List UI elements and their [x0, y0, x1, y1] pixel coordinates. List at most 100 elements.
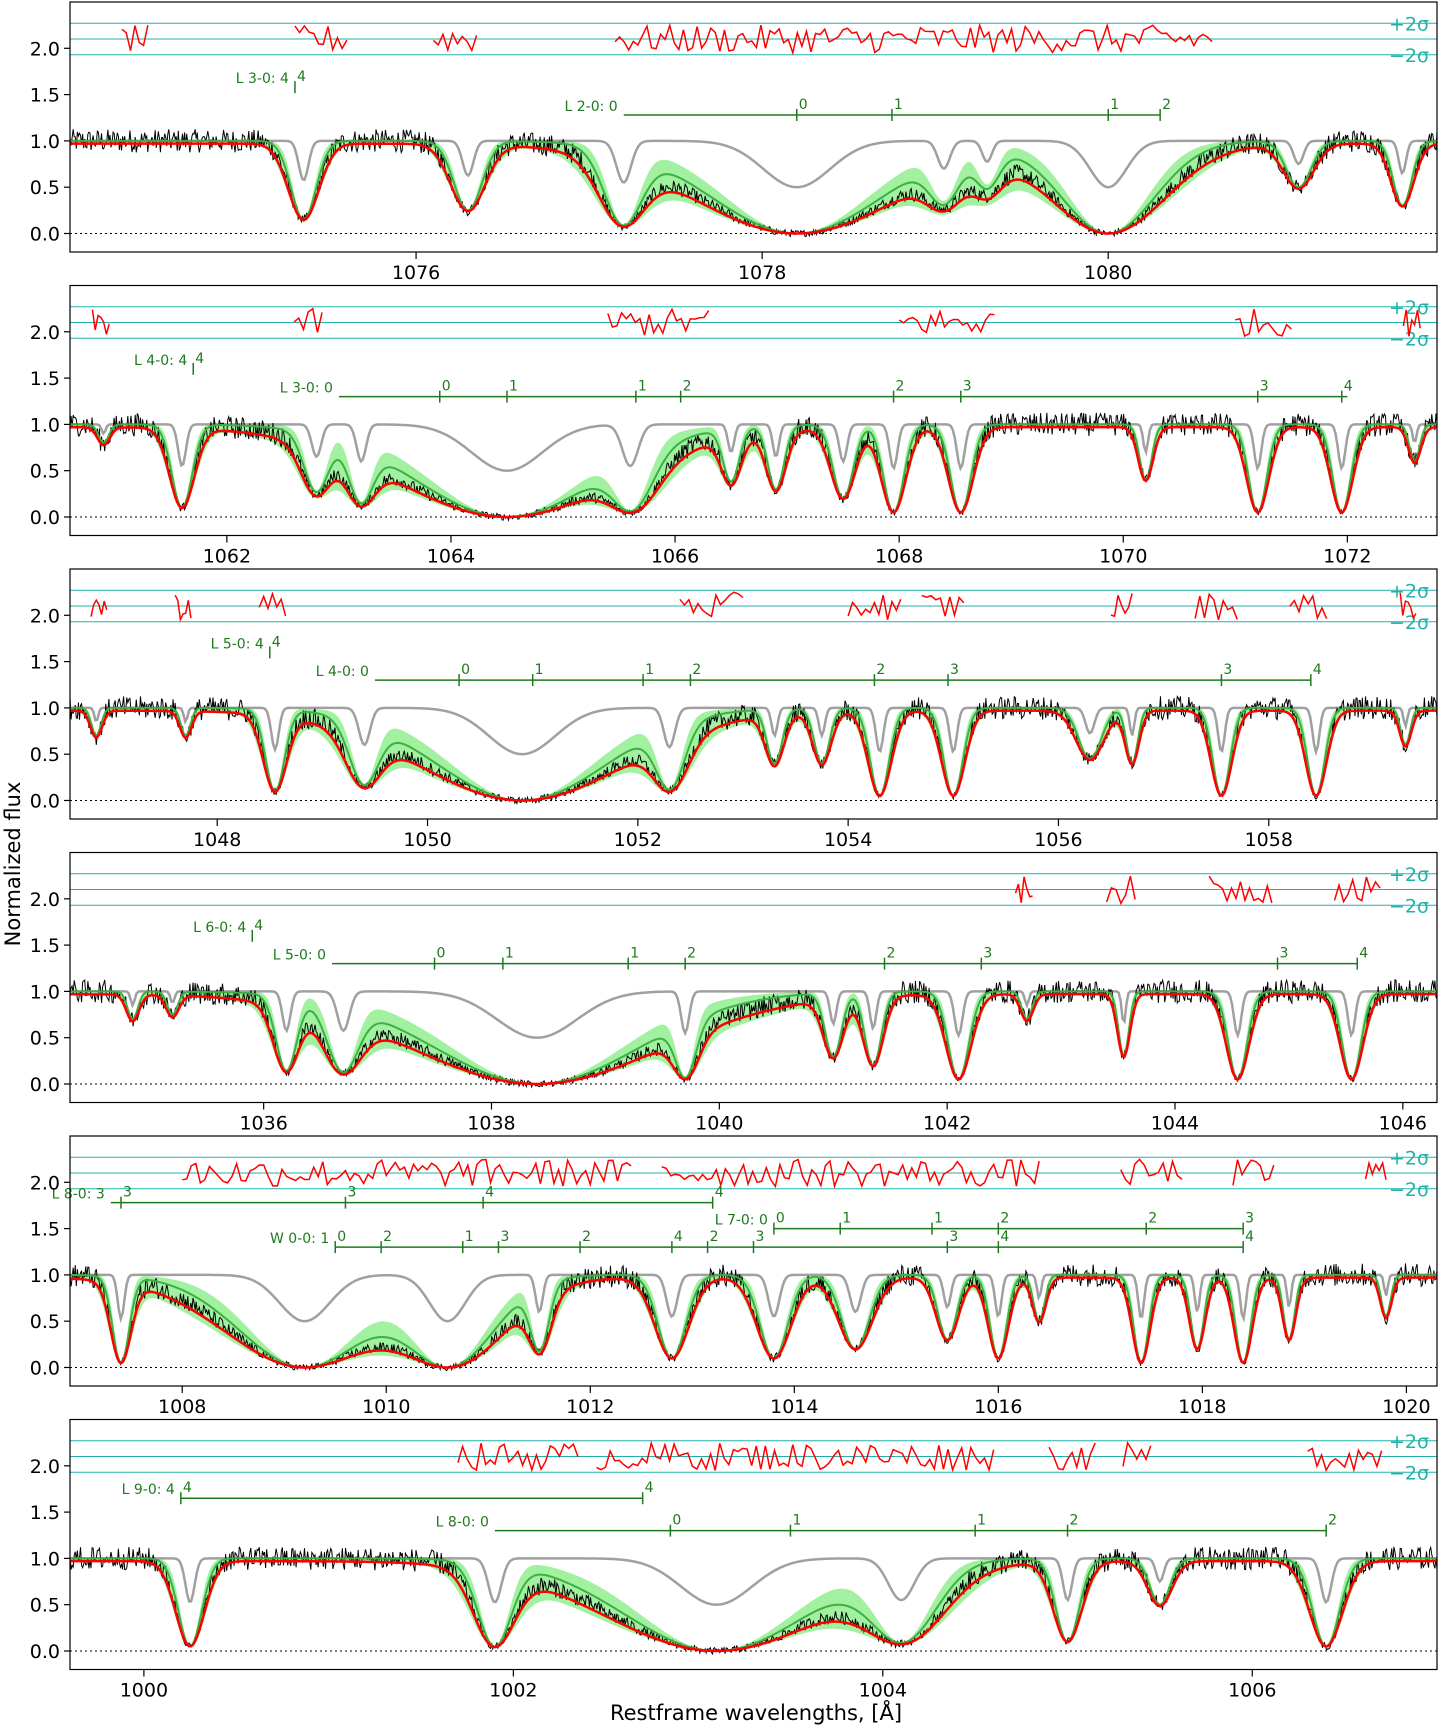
- y-tick-label: 1.5: [30, 1502, 60, 1524]
- line-tick-label: 0: [337, 1229, 346, 1245]
- line-tick-label: 1: [934, 1211, 943, 1227]
- component-model: [70, 1557, 1437, 1652]
- y-tick-label: 1.5: [30, 1219, 60, 1241]
- line-tick-label: 2: [887, 946, 896, 962]
- line-series-2: L 7-0: 0 0 1 1 2 2 3: [715, 1211, 1254, 1235]
- panel-frame: [69, 568, 1438, 820]
- y-tick-label: 2.0: [30, 605, 60, 627]
- line-tick-label: 3: [963, 379, 972, 395]
- residual-segment: [1014, 876, 1033, 903]
- line-series-label: L 2-0: 0: [565, 99, 618, 115]
- component-band-light: [70, 991, 1437, 1084]
- component-band-light: [70, 1274, 1437, 1368]
- line-tick-label: 1: [977, 1513, 986, 1529]
- y-tick-label: 0.5: [30, 1311, 60, 1333]
- line-series-label: L 4-0: 4: [134, 353, 187, 369]
- residual-segment: [921, 594, 965, 619]
- panel-frame: [69, 1135, 1438, 1387]
- line-tick-label: 3: [756, 1229, 765, 1245]
- line-series-1: L 5-0: 4 4: [211, 634, 281, 659]
- line-series-label: L 9-0: 4: [122, 1482, 175, 1498]
- residual-segment: [1307, 1447, 1383, 1473]
- residual-segment: [898, 309, 995, 334]
- line-tick-label: 1: [638, 379, 647, 395]
- line-tick-label: 0: [461, 662, 470, 678]
- x-tick-label: 1002: [489, 1680, 537, 1702]
- line-tick-label: 1: [645, 662, 654, 678]
- x-tick-label: 1042: [923, 1113, 971, 1135]
- line-series-2: L 3-0: 0 0 1 1 2 2 3 3 4: [280, 379, 1353, 403]
- residual-segment: [596, 1440, 995, 1473]
- residual-segment: [1289, 593, 1328, 621]
- sigma-plus-label: +2σ: [1389, 1147, 1429, 1169]
- line-series-label: L 3-0: 4: [236, 71, 289, 87]
- x-tick-label: 1070: [1099, 546, 1147, 568]
- line-tick-label: 3: [1280, 946, 1289, 962]
- residual-segment: [1105, 875, 1136, 906]
- panel-frame: [69, 284, 1438, 537]
- sigma-plus-label: +2σ: [1389, 297, 1429, 319]
- y-tick-label: 0.5: [30, 177, 60, 199]
- y-tick-label: 0.0: [30, 790, 60, 812]
- x-tick-label: 1076: [392, 262, 440, 284]
- total-model: [69, 709, 1438, 802]
- residual-segment: [293, 307, 323, 333]
- line-tick-label: 1: [535, 662, 544, 678]
- residual-segment: [294, 24, 348, 53]
- line-tick-label: 3: [123, 1185, 132, 1201]
- line-series-2: L 5-0: 0 0 1 1 2 2 3 3 4: [273, 946, 1368, 970]
- unabsorbed-profile: [70, 1273, 1437, 1324]
- line-tick-label: 0: [799, 97, 808, 113]
- unabsorbed-profile: [70, 706, 1437, 757]
- x-tick-label: 1006: [1228, 1680, 1276, 1702]
- line-series-1: L 6-0: 4 4: [193, 918, 263, 942]
- panel-1: +2σ −2σ L 3-0: 4 4 L 2-0: 0 0 1 1 2 0.0 0.5 1.0 1.5 2…: [30, 1, 1438, 284]
- line-tick-label: 2: [876, 662, 885, 678]
- panel-2: +2σ −2σ L 4-0: 4 4 L 3-0: 0 0 1 1 2 2 3 3 4 0.0 0.5 1.0…: [30, 284, 1438, 568]
- line-tick-label: 1: [505, 946, 514, 962]
- line-tick-label: 1: [465, 1229, 474, 1245]
- line-series-3: W 0-0: 1 0 2 1 3 2 4 2 3 3 4 4: [270, 1229, 1254, 1254]
- panel-6: +2σ −2σ L 9-0: 4 4 4 L 8-0: 0 0 1 1 2 2 0.0 0.5 1.0 1.…: [30, 1418, 1438, 1702]
- line-tick-label: 4: [297, 69, 306, 85]
- y-tick-label: 0.0: [30, 223, 60, 245]
- residual-segment: [121, 25, 149, 51]
- x-tick-label: 1004: [859, 1680, 907, 1702]
- residual-segment: [607, 307, 710, 336]
- x-tick-label: 1040: [695, 1113, 743, 1135]
- y-tick-label: 0.5: [30, 1595, 60, 1617]
- y-tick-label: 1.5: [30, 368, 60, 390]
- y-tick-label: 0.0: [30, 1357, 60, 1379]
- component-model: [69, 423, 1438, 518]
- line-series-label: L 7-0: 0: [715, 1213, 768, 1229]
- panel-5: +2σ−2σL 8-0: 3 3 3 4 4L 7-0: 0 0 1 1 2 2 3W 0-0: 1…: [30, 1135, 1438, 1418]
- line-tick-label: 1: [894, 97, 903, 113]
- x-tick-label: 1008: [158, 1396, 206, 1418]
- line-series-1: L 8-0: 3 3 3 4 4: [52, 1185, 724, 1209]
- component-model: [69, 706, 1437, 802]
- panel-frame: [69, 1, 1438, 253]
- line-tick-label: 2: [1328, 1513, 1337, 1529]
- y-tick-label: 2.0: [30, 1456, 60, 1478]
- x-tick-label: 1052: [614, 829, 662, 851]
- x-tick-label: 1078: [738, 262, 786, 284]
- line-tick-label: 1: [842, 1211, 851, 1227]
- y-axis-title: Normalized flux: [1, 782, 25, 947]
- residual-segment: [1235, 309, 1292, 338]
- x-tick-label: 1058: [1245, 829, 1293, 851]
- component-band-light: [70, 424, 1437, 517]
- line-tick-label: 4: [485, 1185, 494, 1201]
- line-tick-label: 3: [500, 1229, 509, 1245]
- line-tick-label: 1: [792, 1513, 801, 1529]
- y-tick-label: 0.0: [30, 1641, 60, 1663]
- y-tick-label: 2.0: [30, 889, 60, 911]
- sigma-plus-label: +2σ: [1389, 864, 1429, 886]
- residual-segment: [1364, 1160, 1387, 1180]
- line-tick-label: 1: [1110, 97, 1119, 113]
- residual-segment: [1122, 1440, 1152, 1467]
- line-tick-label: 1: [630, 946, 639, 962]
- line-series-1: L 4-0: 4 4: [134, 351, 204, 375]
- residual-segment: [182, 1157, 632, 1188]
- x-tick-label: 1038: [467, 1113, 515, 1135]
